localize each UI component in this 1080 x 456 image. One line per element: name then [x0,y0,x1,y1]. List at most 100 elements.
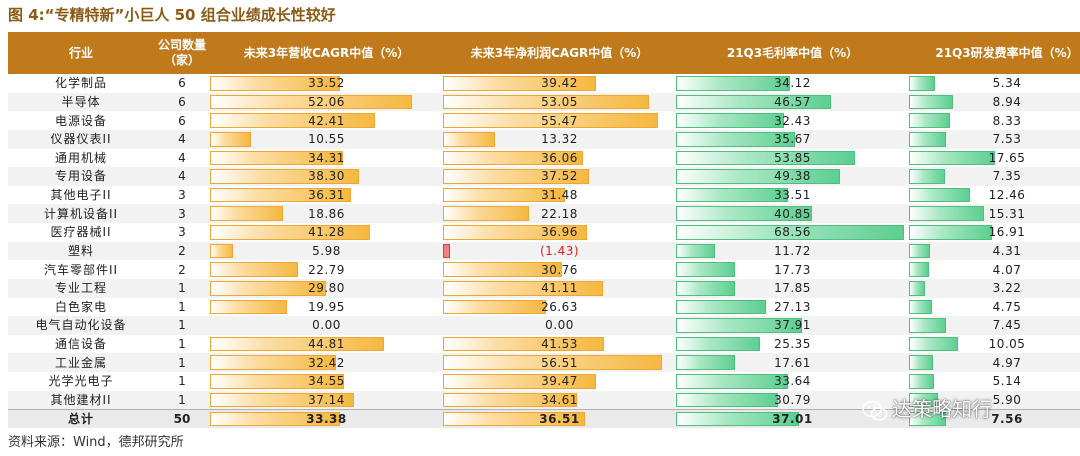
rd-ratio-cell: 4.75 [909,298,1080,317]
net-profit-cagr-cell: 36.51 [443,408,676,428]
gross-margin-bar [676,206,812,221]
revenue-cagr-value: 33.38 [306,411,347,426]
table-row: 计算机设备II 3 18.86 22.18 40.85 15.31 [8,204,1080,223]
rd-ratio-bar [909,280,925,296]
company-count-cell: 2 [178,262,186,277]
gross-margin-cell: 17.61 [676,353,909,372]
table-row: 化学制品 6 33.52 39.42 34.12 5.34 [8,74,1080,93]
net-profit-cagr-cell: 26.63 [443,298,676,317]
net-profit-cagr-value: 36.51 [539,411,580,426]
rd-ratio-bar [909,150,996,166]
table-row: 工业金属 1 32.42 56.51 17.61 4.97 [8,353,1080,372]
gross-margin-value: 30.79 [774,392,811,407]
net-profit-cagr-cell: 0.00 [443,316,676,335]
net-profit-cagr-value: 53.05 [541,94,578,109]
revenue-cagr-bar [210,411,340,426]
rd-ratio-bar [909,355,934,370]
revenue-cagr-value: 34.55 [308,374,345,389]
rd-ratio-bar [909,318,946,333]
industry-cell: 电源设备 [54,113,107,128]
gross-margin-value: 46.57 [774,94,811,109]
industry-cell: 工业金属 [8,353,154,372]
revenue-cagr-value: 0.00 [312,318,341,333]
industry-cell: 医疗器械II [50,225,112,240]
table-row: 半导体 6 52.06 53.05 46.57 8.94 [8,92,1080,112]
header-gross-margin: 21Q3毛利率中值（%） [676,32,909,74]
industry-cell: 计算机设备II [8,204,154,223]
revenue-cagr-value: 33.52 [308,76,345,91]
rd-ratio-cell: 5.34 [909,74,1080,93]
revenue-cagr-cell: 34.31 [210,149,443,168]
net-profit-cagr-bar [443,187,566,203]
company-count-cell: 6 [154,92,210,112]
rd-ratio-value: 5.14 [992,374,1022,389]
net-profit-cagr-bar [443,280,603,296]
net-profit-cagr-bar [443,336,605,352]
revenue-cagr-value: 38.30 [308,169,345,184]
industry-cell: 仪器仪表II [8,129,154,149]
gross-margin-bar [676,113,784,128]
gross-margin-cell: 25.35 [676,335,909,354]
gross-margin-bar [676,169,841,184]
net-profit-cagr-cell: 55.47 [443,111,676,130]
net-profit-cagr-value: (1.43) [539,243,580,258]
net-profit-cagr-cell: 39.42 [443,74,676,93]
gross-margin-cell: 33.51 [676,186,909,205]
industry-cell: 总计 [8,408,154,428]
total-row: 总计 50 33.38 36.51 37.01 7.56 [8,408,1080,428]
revenue-cagr-bar [210,150,344,166]
company-count-cell: 50 [154,408,210,428]
gross-margin-bar [676,150,856,166]
revenue-cagr-bar [210,280,326,296]
gross-margin-value: 35.67 [774,132,811,147]
industry-cell: 白色家电 [54,299,107,314]
gross-margin-bar [676,355,735,370]
gross-margin-value: 37.01 [772,411,813,426]
company-count-cell: 1 [154,353,210,372]
revenue-cagr-bar [210,131,251,147]
header-row: 行业 公司数量 （家） 未来3年营收CAGR中值（%） 未来3年净利润CAGR中… [8,32,1080,74]
gross-margin-cell: 37.91 [676,316,909,335]
table-row: 电气自动化设备 1 0.00 0.00 37.91 7.45 [8,316,1080,335]
gross-margin-cell: 37.01 [676,408,909,428]
gross-margin-value: 11.72 [774,243,811,258]
company-count-cell: 1 [154,278,210,298]
industry-cell: 电气自动化设备 [8,316,154,335]
gross-margin-bar [676,374,788,389]
net-profit-cagr-value: 39.42 [541,76,578,91]
revenue-cagr-value: 18.86 [308,206,345,221]
industry-cell: 塑料 [8,241,154,261]
gross-margin-value: 40.85 [774,206,811,221]
gross-margin-value: 33.51 [774,188,811,203]
net-profit-cagr-bar [443,392,578,407]
net-profit-cagr-value: 41.11 [541,281,578,296]
gross-margin-value: 25.35 [774,337,811,352]
revenue-cagr-bar [210,374,345,389]
net-profit-cagr-value: 55.47 [541,113,578,128]
net-profit-cagr-cell: 56.51 [443,353,676,372]
net-profit-cagr-value: 36.06 [541,150,578,165]
rd-ratio-bar [909,187,971,203]
rd-ratio-value: 15.31 [988,206,1026,221]
revenue-cagr-cell: 32.42 [210,353,443,372]
industry-cell: 汽车零部件II [43,262,119,277]
revenue-cagr-value: 52.06 [308,94,345,109]
revenue-cagr-value: 32.42 [308,355,345,370]
company-count-cell: 4 [154,129,210,149]
net-profit-cagr-value: 22.18 [541,206,578,221]
industry-cell: 化学制品 [54,76,107,91]
revenue-cagr-value: 29.80 [308,281,345,296]
revenue-cagr-bar [210,94,413,110]
net-profit-cagr-cell: 36.96 [443,223,676,242]
net-profit-cagr-cell: 37.52 [443,167,676,186]
company-count-cell: 6 [178,76,186,91]
gross-margin-cell: 27.13 [676,298,909,317]
rd-ratio-value: 7.53 [992,132,1022,147]
revenue-cagr-cell: 37.14 [210,390,443,410]
rd-ratio-value: 7.35 [992,169,1022,184]
industry-cell: 其他建材II [8,390,154,410]
rd-ratio-value: 3.22 [992,281,1022,296]
table-row: 其他建材II 1 37.14 34.61 30.79 5.90 [8,390,1080,410]
gross-margin-value: 32.43 [774,113,811,128]
net-profit-cagr-bar [443,94,650,110]
